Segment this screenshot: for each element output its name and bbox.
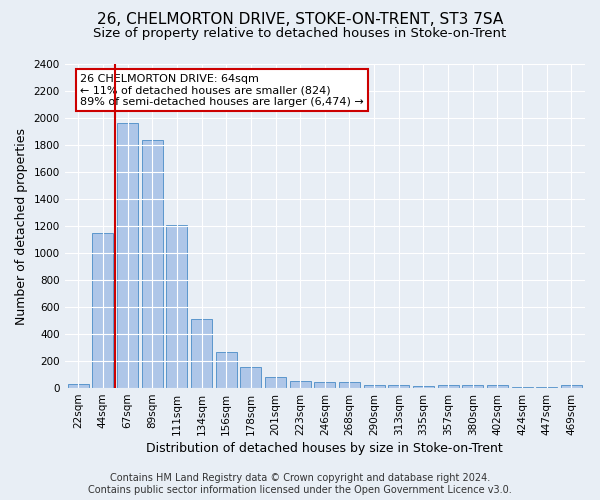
Text: Size of property relative to detached houses in Stoke-on-Trent: Size of property relative to detached ho… (94, 28, 506, 40)
Bar (166, 224, 187, 388)
Bar (68, 384, 89, 388)
Bar (413, 386, 434, 388)
Bar (561, 386, 582, 388)
Bar (265, 378, 286, 388)
Bar (290, 382, 311, 388)
Bar (364, 386, 385, 388)
Bar (339, 382, 360, 388)
Text: 26 CHELMORTON DRIVE: 64sqm
← 11% of detached houses are smaller (824)
89% of sem: 26 CHELMORTON DRIVE: 64sqm ← 11% of deta… (80, 74, 364, 107)
Bar (191, 318, 212, 388)
Bar (437, 386, 458, 388)
Text: 26, CHELMORTON DRIVE, STOKE-ON-TRENT, ST3 7SA: 26, CHELMORTON DRIVE, STOKE-ON-TRENT, ST… (97, 12, 503, 28)
Text: Contains HM Land Registry data © Crown copyright and database right 2024.
Contai: Contains HM Land Registry data © Crown c… (88, 474, 512, 495)
Bar (388, 386, 409, 388)
Bar (92, 233, 113, 388)
Bar (142, 140, 163, 388)
Bar (463, 386, 483, 388)
Bar (487, 386, 508, 388)
Bar (117, 124, 138, 388)
Y-axis label: Number of detached properties: Number of detached properties (15, 128, 28, 324)
Bar (216, 352, 236, 388)
Bar (241, 367, 262, 388)
Bar (314, 382, 335, 388)
X-axis label: Distribution of detached houses by size in Stoke-on-Trent: Distribution of detached houses by size … (146, 442, 503, 455)
